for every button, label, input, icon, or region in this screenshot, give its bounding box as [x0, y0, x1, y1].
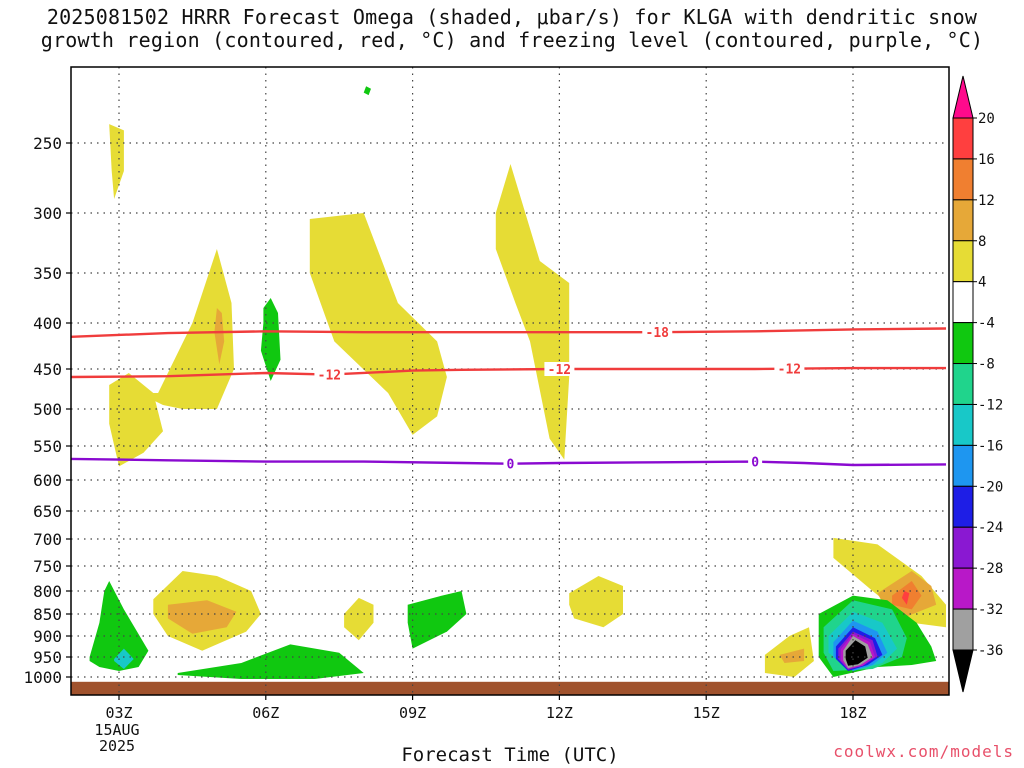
omega-region-15 — [764, 627, 814, 677]
omega-region-0 — [109, 124, 124, 199]
omega-region-29 — [845, 640, 868, 666]
y-tick-label-850: 850 — [33, 605, 62, 624]
contour-label-1-0: -12 — [318, 369, 341, 384]
colorbar-segment-1 — [952, 158, 974, 201]
omega-region-5 — [309, 213, 447, 435]
x-tick-label-09Z: 09Z — [399, 704, 426, 722]
x-tick-label-18Z: 18Z — [839, 704, 866, 722]
plot-frame — [70, 66, 950, 696]
x-tick-sublabel-1: 2025 — [99, 737, 135, 755]
y-tick-label-550: 550 — [33, 437, 62, 456]
ground-bar — [71, 681, 949, 695]
contour-label-bg — [748, 454, 763, 469]
chart-title-line-1: 2025081502 HRRR Forecast Omega (shaded, … — [46, 5, 978, 29]
colorbar-segment-6 — [952, 363, 974, 405]
omega-region-6 — [495, 164, 570, 460]
colorbar-segment-9 — [952, 485, 974, 528]
contour-label-1-2: -12 — [778, 363, 801, 378]
contour-label-bg — [544, 362, 575, 376]
colorbar-label-6: -8 — [978, 357, 995, 373]
x-tick-label-06Z: 06Z — [252, 704, 279, 722]
colorbar-label-12: -32 — [978, 602, 1003, 618]
x-tick-label-15Z: 15Z — [693, 704, 720, 722]
y-tick-label-700: 700 — [33, 530, 62, 549]
chart-title-line-2: growth region (contoured, red, °C) and f… — [40, 28, 984, 52]
omega-region-10 — [114, 648, 134, 669]
y-tick-label-250: 250 — [33, 134, 62, 153]
colorbar-bottom-arrow — [952, 649, 974, 693]
colorbar-label-11: -28 — [978, 561, 1003, 577]
colorbar-label-10: -24 — [978, 520, 1003, 536]
y-tick-label-400: 400 — [33, 314, 62, 333]
y-tick-label-1000: 1000 — [23, 668, 62, 687]
y-tick-label-450: 450 — [33, 360, 62, 379]
grid-lines — [71, 67, 949, 695]
colorbar: 20 16 12 8 4 -4 -8 -12 -16 -20 -24 -28 -32 -36 — [952, 75, 1003, 693]
chart-title: 2025081502 HRRR Forecast Omega (shaded, … — [0, 6, 1024, 52]
colorbar-label-0: 20 — [978, 111, 995, 127]
colorbar-segment-2 — [952, 199, 974, 242]
x-axis-label: Forecast Time (UTC) — [401, 744, 619, 766]
omega-region-3 — [214, 308, 225, 365]
colorbar-segment-8 — [952, 444, 974, 487]
colorbar-label-7: -12 — [978, 397, 1003, 413]
colorbar-segment-3 — [952, 240, 974, 283]
colorbar-segment-11 — [952, 567, 974, 610]
contour-label-bg — [774, 361, 805, 376]
colorbar-label-3: 8 — [978, 234, 986, 250]
y-tick-label-900: 900 — [33, 627, 62, 646]
omega-region-8 — [167, 600, 237, 634]
colorbar-label-4: 4 — [978, 275, 986, 291]
contour-label-bg — [503, 456, 518, 471]
omega-region-13 — [407, 591, 467, 649]
colorbar-segment-7 — [952, 403, 974, 446]
omega-region-4 — [260, 298, 281, 381]
contour-label-1-1: -12 — [548, 363, 571, 378]
colorbar-label-1: 16 — [978, 152, 995, 168]
omega-shading — [89, 86, 946, 679]
contour-label-0-0: -18 — [646, 326, 670, 341]
colorbar-segment-10 — [952, 526, 974, 569]
x-tick-label-12Z: 12Z — [546, 704, 573, 722]
y-tick-label-750: 750 — [33, 557, 62, 576]
contour-label-bg — [314, 367, 345, 382]
colorbar-segment-5 — [952, 322, 974, 365]
colorbar-label-5: -4 — [978, 316, 995, 332]
colorbar-segment-12 — [952, 608, 974, 651]
omega-region-16 — [779, 648, 805, 663]
x-tick-sublabel-0: 15AUG — [94, 721, 139, 739]
colorbar-segment-0 — [952, 117, 974, 160]
omega-region-1 — [109, 373, 163, 467]
contour-label-2-1: 0 — [751, 456, 759, 471]
y-tick-label-600: 600 — [33, 471, 62, 490]
colorbar-label-8: -16 — [978, 438, 1003, 454]
y-tick-label-950: 950 — [33, 648, 62, 667]
y-tick-label-650: 650 — [33, 502, 62, 521]
contour-line-0 — [71, 327, 947, 338]
omega-region-30 — [363, 86, 371, 96]
omega-region-14 — [569, 576, 623, 628]
y-tick-label-800: 800 — [33, 582, 62, 601]
y-tick-label-350: 350 — [33, 264, 62, 283]
x-tick-label-03Z: 03Z — [105, 704, 132, 722]
omega-region-12 — [344, 597, 374, 641]
colorbar-segment-4 — [952, 281, 974, 324]
contour-line-2 — [71, 457, 947, 467]
contour-label-bg — [642, 325, 673, 340]
colorbar-label-9: -20 — [978, 479, 1003, 495]
y-tick-label-500: 500 — [33, 400, 62, 419]
omega-region-11 — [177, 644, 364, 679]
source-credit: coolwx.com/models — [833, 742, 1014, 761]
contour-label-2-0: 0 — [507, 458, 515, 473]
colorbar-top-arrow — [952, 75, 974, 119]
axes: 250 300 350 400 450 500 550 600 650 700 750 800 850 9… — [23, 66, 950, 755]
omega-region-20 — [901, 591, 910, 605]
colorbar-label-2: 12 — [978, 193, 995, 209]
colorbar-label-13: -36 — [978, 643, 1003, 659]
ground-layer — [71, 681, 949, 695]
y-tick-label-300: 300 — [33, 204, 62, 223]
contour-lines: -18 -12 -12 -12 0 0 — [71, 325, 947, 473]
